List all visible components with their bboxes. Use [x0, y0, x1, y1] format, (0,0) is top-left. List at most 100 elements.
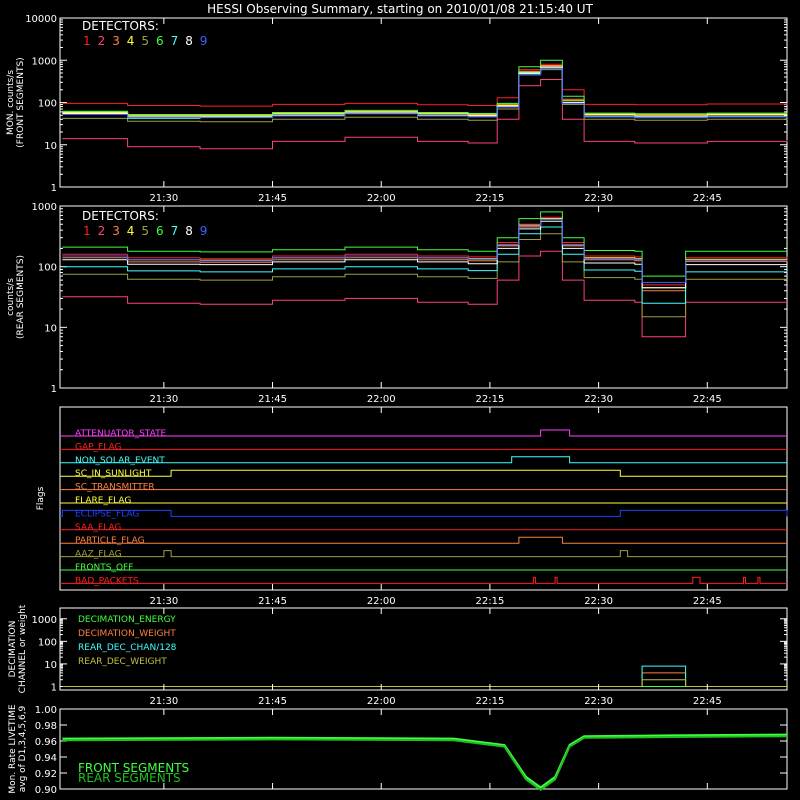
front-ylabel: MON. counts/s (FRONT SEGMENTS) — [6, 57, 26, 147]
livetime-ylabel-line: Mon. Rate LIVETIME — [8, 704, 18, 794]
front-xtick-label: 21:30 — [149, 193, 178, 204]
livetime-frame — [59, 708, 788, 790]
front-legend-entry: 7 — [171, 34, 179, 48]
livetime-ylabel-line: avg of D1,3,4,5,6,9 — [18, 705, 28, 792]
decimation-ytick-label: 10 — [44, 660, 57, 671]
rear-xtick-label: 22:15 — [476, 394, 505, 405]
flag-label-bad_packets: BAD_PACKETS — [75, 576, 139, 586]
decimation-ylabel-line: DECIMATION — [8, 621, 18, 678]
decimation-legend-entry: REAR_DEC_CHAN/128 — [78, 643, 177, 653]
front-legend-title: DETECTORS: — [82, 19, 159, 33]
rear-xtick-label: 22:30 — [584, 394, 613, 405]
front-ytick-label: 10 — [44, 141, 57, 152]
decimation-legend-entry: REAR_DEC_WEIGHT — [78, 657, 167, 667]
livetime-ytick-label: 0.94 — [35, 753, 57, 764]
livetime-ytick-label: 0.98 — [35, 721, 57, 732]
flags-xtick-label: 22:00 — [367, 596, 396, 607]
flag-label-aaz_flag: AAZ_FLAG — [75, 550, 122, 560]
rear-legend-entry: 6 — [156, 224, 164, 238]
front-ytick-label: 1000 — [32, 56, 57, 67]
decimation-ytick-label: 100 — [38, 637, 57, 648]
flag-trace-attenuator_state — [60, 429, 787, 437]
front-xtick-label: 22:15 — [476, 193, 505, 204]
rear-legend-entry: 8 — [185, 224, 193, 238]
livetime-ytick-label: 0.92 — [35, 769, 57, 780]
livetime-series-0 — [62, 733, 788, 789]
figure-title: HESSI Observing Summary, starting on 201… — [207, 2, 593, 16]
front-legend-entry: 2 — [98, 34, 106, 48]
front-xtick-label: 22:30 — [584, 193, 613, 204]
flag-label-attenuator_state: ATTENUATOR_STATE — [75, 429, 167, 439]
rear-legend-title: DETECTORS: — [82, 209, 159, 223]
decimation-xtick-label: 22:00 — [367, 696, 396, 707]
flag-label-saa_flag: SAA_FLAG — [75, 523, 121, 533]
flags-xtick-label: 21:30 — [149, 596, 178, 607]
rear-ylabel: counts/s (REAR SEGMENTS) — [6, 255, 26, 339]
rear-series-6 — [62, 211, 787, 277]
front-series-8 — [62, 66, 788, 118]
flag-label-fronts_off: FRONTS_OFF — [75, 563, 133, 573]
rear-frame — [59, 205, 788, 389]
front-legend-entry: 9 — [200, 34, 208, 48]
decimation-ylabel: DECIMATION CHANNEL or weight — [8, 604, 28, 693]
rear-ytick-label: 1000 — [32, 202, 57, 213]
front-series-4 — [62, 66, 788, 117]
rear-series-9 — [62, 219, 788, 283]
front-legend-entry: 1 — [83, 34, 91, 48]
livetime-ylabel: Mon. Rate LIVETIME avg of D1,3,4,5,6,9 — [8, 704, 28, 794]
flags-xtick-label: 22:15 — [476, 596, 505, 607]
rear-legend-entry: 2 — [98, 224, 106, 238]
rear-legend-entry: 9 — [200, 224, 208, 238]
decimation-legend-entry: DECIMATION_WEIGHT — [78, 629, 176, 639]
rear-legend-entry: 5 — [141, 224, 149, 238]
livetime-series-1 — [62, 735, 788, 792]
decimation-ytick-label: 1 — [51, 683, 57, 694]
rear-ytick-label: 1 — [51, 384, 57, 395]
decimation-series-2 — [62, 665, 787, 687]
flag-trace-eclipse_flag — [60, 509, 788, 517]
livetime-ytick-label: 0.90 — [35, 785, 57, 796]
rear-ylabel-line: counts/s — [6, 278, 16, 316]
decimation-xtick-label: 22:15 — [476, 696, 505, 707]
rear-ylabel-line: (REAR SEGMENTS) — [16, 255, 26, 339]
rear-xtick-label: 21:45 — [258, 394, 287, 405]
front-xtick-label: 22:00 — [367, 193, 396, 204]
decimation-xtick-label: 22:45 — [693, 696, 722, 707]
decimation-legend-entry: DECIMATION_ENERGY — [78, 615, 176, 625]
rear-xtick-label: 22:45 — [693, 394, 722, 405]
flag-label-flare_flag: FLARE_FLAG — [75, 496, 131, 506]
decimation-ylabel-line: CHANNEL or weight — [18, 604, 28, 693]
flags-xtick-label: 22:45 — [693, 596, 722, 607]
flag-label-gap_flag: GAP_FLAG — [75, 442, 121, 452]
front-legend-entry: 3 — [112, 34, 120, 48]
front-legend-entry: 8 — [185, 34, 193, 48]
front-ytick-label: 1 — [51, 183, 57, 194]
flag-label-sc_in_sunlight: SC_IN_SUNLIGHT — [75, 469, 152, 479]
front-series-1 — [62, 63, 788, 107]
front-frame — [59, 17, 788, 188]
flag-trace-particle_flag — [60, 536, 787, 544]
front-legend-entry: 5 — [141, 34, 149, 48]
flag-label-non_solar_event: NON_SOLAR_EVENT — [75, 456, 165, 466]
rear-legend-entry: 7 — [171, 224, 179, 238]
front-series-6 — [62, 59, 788, 115]
flags-ylabel-line: Flags — [36, 486, 46, 510]
rear-xtick-label: 21:30 — [149, 394, 178, 405]
livetime-ytick-label: 1.00 — [35, 705, 57, 716]
flag-trace-non_solar_event — [60, 456, 787, 464]
decimation-xtick-label: 21:30 — [149, 696, 178, 707]
front-xtick-label: 22:45 — [693, 193, 722, 204]
flags-ylabel: Flags — [36, 486, 46, 510]
flag-trace-bad_packets — [60, 576, 787, 584]
flag-trace-aaz_flag — [60, 550, 787, 558]
rear-legend-entry: 3 — [112, 224, 120, 238]
rear-legend-entry: 4 — [127, 224, 135, 238]
front-ytick-label: 10000 — [25, 14, 57, 25]
livetime-legend-entry: REAR SEGMENTS — [78, 771, 181, 785]
front-legend-entry: 4 — [127, 34, 135, 48]
flag-trace-sc_in_sunlight — [60, 469, 787, 477]
decimation-frame — [59, 607, 788, 691]
front-series-7 — [62, 67, 788, 119]
front-legend-entry: 6 — [156, 34, 164, 48]
